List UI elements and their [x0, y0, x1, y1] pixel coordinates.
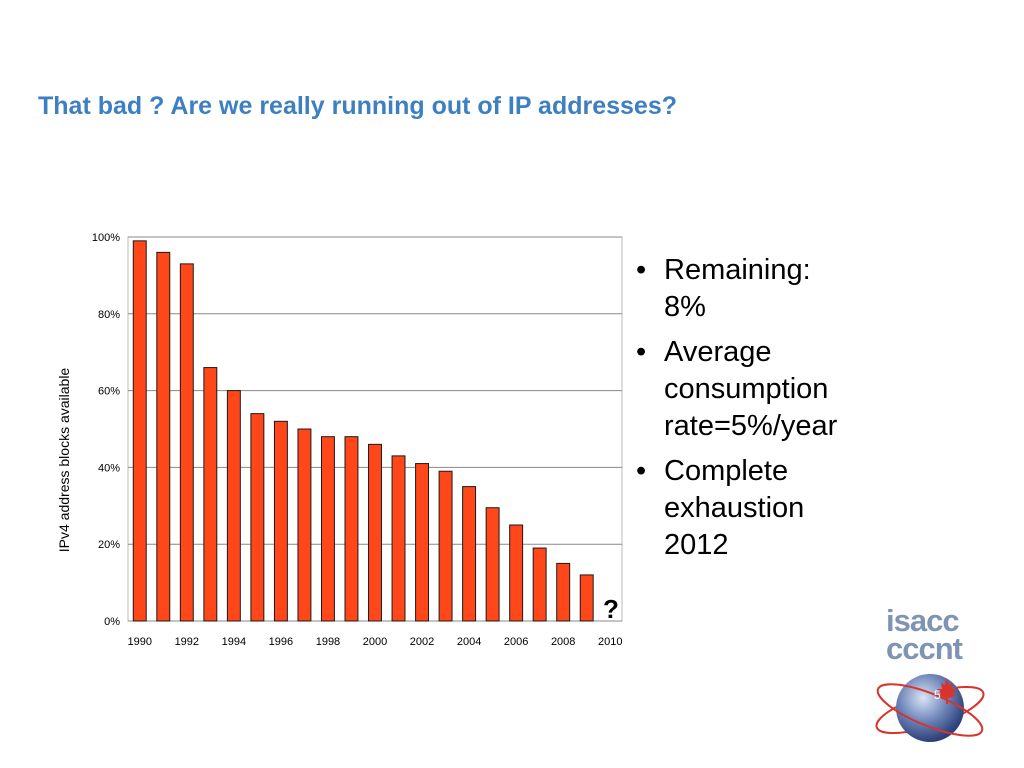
chart-bar-1998	[320, 436, 335, 622]
chart-question-annotation: ?	[603, 594, 619, 624]
bullet-list: • Remaining: 8% • Average consumption ra…	[632, 252, 932, 572]
chart-bar-2005	[485, 507, 500, 622]
chart-bar-1999	[344, 436, 359, 622]
bullet-consumption-rate: • Average consumption rate=5%/year	[632, 334, 932, 445]
chart-y-tick-label: 20%	[98, 539, 120, 551]
bullet-text: Remaining: 8%	[664, 254, 811, 323]
globe-maple-leaf-icon	[875, 674, 985, 742]
chart-bar-2009	[579, 574, 594, 622]
ipv4-availability-chart: 0% 20% 40% 60% 80% 100% 1990 1992 1994 1996 1998 2…	[56, 232, 623, 648]
chart-bar-1990	[132, 240, 147, 622]
bullet-remaining: • Remaining: 8%	[632, 252, 932, 326]
logo-text-line1: isacc	[886, 603, 960, 638]
chart-x-tick-label: 2010	[598, 636, 622, 648]
chart-y-ticks: 0% 20% 40% 60% 80% 100%	[92, 232, 120, 628]
chart-bars	[132, 240, 594, 622]
chart-y-tick-label: 80%	[98, 309, 120, 321]
chart-x-tick-label: 1996	[269, 636, 293, 648]
chart-y-tick-label: 0%	[104, 616, 120, 628]
bullet-exhaustion: • Complete exhaustion 2012	[632, 453, 932, 564]
page-number: 5	[934, 688, 941, 702]
chart-x-tick-label: 2002	[410, 636, 434, 648]
chart-bar-1991	[156, 251, 171, 622]
isacc-logo: isacc cccnt	[870, 603, 990, 746]
logo-text-line2: cccnt	[886, 631, 963, 666]
chart-bar-1997	[297, 428, 312, 622]
chart-bar-2000	[368, 443, 382, 622]
chart-bar-1992	[179, 263, 194, 622]
chart-bar-2008	[556, 562, 571, 622]
chart-x-ticks: 1990 1992 1994 1996 1998 2000 2002 2004 2006 2008…	[128, 636, 623, 648]
chart-x-tick-label: 1998	[316, 636, 340, 648]
chart-bar-2004	[462, 486, 477, 622]
chart-x-tick-label: 2006	[504, 636, 528, 648]
bullet-dot-icon: •	[636, 254, 647, 286]
bullet-dot-icon: •	[636, 336, 647, 368]
chart-bar-1996	[273, 420, 288, 622]
chart-bar-2001	[391, 455, 406, 622]
chart-bar-2003	[438, 470, 453, 622]
bullet-text: Average consumption rate=5%/year	[664, 336, 838, 442]
chart-x-tick-label: 2004	[457, 636, 481, 648]
chart-bar-2002	[415, 463, 430, 622]
chart-bar-1995	[250, 413, 265, 622]
chart-x-tick-label: 1992	[175, 636, 199, 648]
chart-bar-2007	[532, 547, 547, 622]
chart-y-axis-label: IPv4 address blocks available	[56, 368, 72, 553]
chart-y-tick-label: 40%	[98, 462, 120, 474]
chart-x-tick-label: 2000	[363, 636, 387, 648]
bullet-dot-icon: •	[636, 455, 647, 487]
chart-bar-1994	[226, 390, 241, 622]
chart-x-tick-label: 1994	[222, 636, 246, 648]
bullet-text: Complete exhaustion 2012	[664, 455, 805, 561]
chart-x-tick-label: 1990	[128, 636, 152, 648]
chart-y-tick-label: 60%	[98, 386, 120, 398]
chart-x-tick-label: 2008	[551, 636, 575, 648]
chart-bar-1993	[203, 367, 218, 622]
slide-title: That bad ? Are we really running out of …	[38, 92, 678, 120]
chart-bar-2006	[509, 524, 524, 622]
chart-y-tick-label: 100%	[92, 232, 120, 244]
